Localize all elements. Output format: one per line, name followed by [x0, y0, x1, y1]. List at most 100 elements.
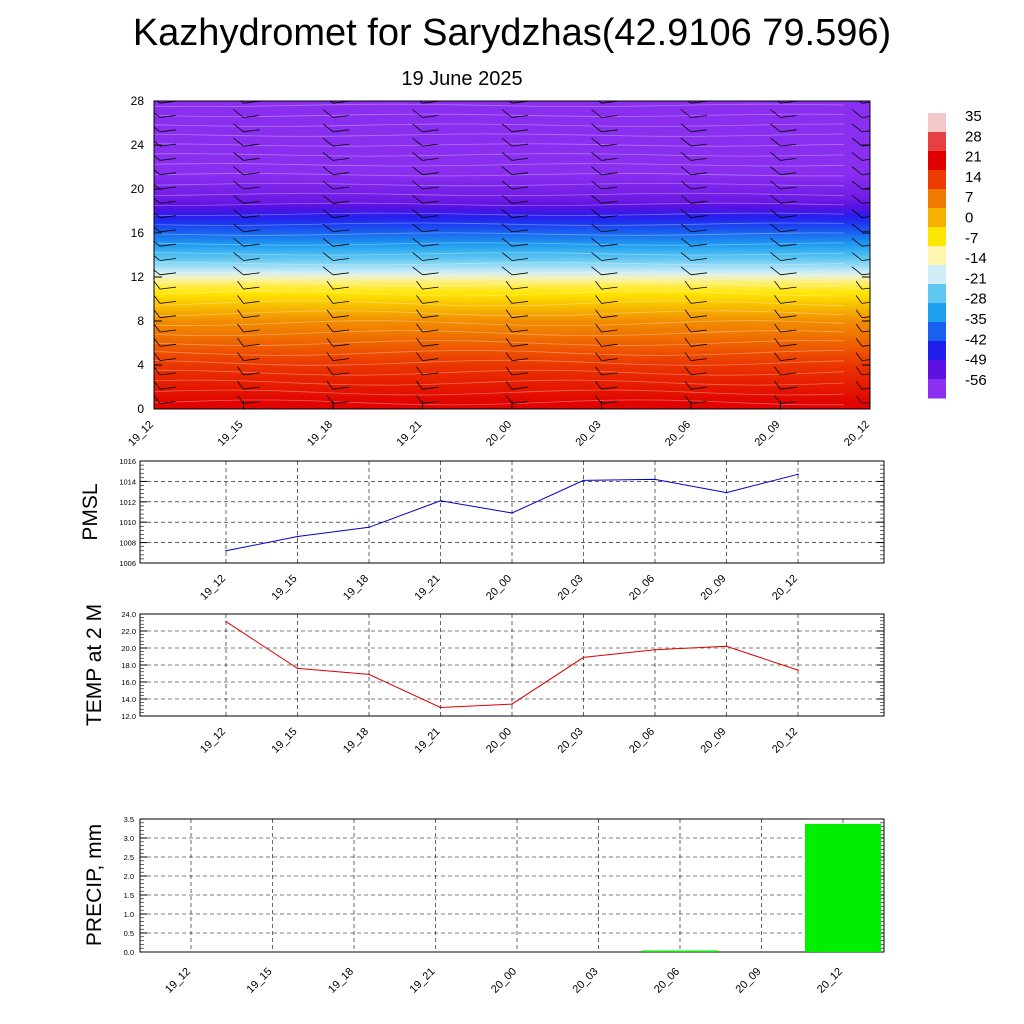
wind-barb-flag — [601, 229, 618, 233]
wind-barb-flag — [332, 272, 350, 276]
cross-section-panel: 0 4 8 12 16 20 24 28 19_12 19_15 19_18 19_21 20_00 20… — [126, 94, 872, 449]
wind-barb-staff — [855, 323, 863, 333]
y-tick-label: 1.5 — [124, 891, 134, 900]
y-tick-label: 8 — [137, 314, 144, 328]
wind-barb-staff — [501, 252, 513, 261]
wind-barb-flag — [243, 358, 260, 361]
data-point — [797, 669, 799, 671]
x-tick-label: 20_09 — [753, 419, 783, 449]
x-tick-label: 19_15 — [216, 419, 246, 449]
contour-line — [154, 359, 845, 366]
contour-line — [154, 133, 845, 137]
wind-barb-staff — [501, 166, 513, 176]
wind-barb-staff — [505, 380, 513, 390]
wind-barb-flag — [243, 129, 260, 133]
wind-barb-flag — [861, 373, 870, 376]
wind-barb-staff — [329, 101, 334, 104]
wind-barb-flag — [780, 258, 797, 261]
wind-barb-flag — [690, 200, 708, 204]
wind-barb-staff — [505, 280, 513, 290]
wind-barb-staff — [154, 280, 161, 290]
wind-barb-staff — [233, 266, 244, 276]
wind-barb-staff — [322, 223, 334, 233]
wind-barb-staff — [680, 194, 692, 204]
wind-barb-flag — [243, 258, 260, 261]
wind-barb-staff — [508, 101, 513, 104]
x-tick-label: 20_12 — [770, 573, 800, 603]
x-tick-label: 19_21 — [413, 726, 443, 756]
wind-barb-staff — [322, 109, 334, 118]
wind-barb-staff — [770, 137, 781, 147]
x-tick-label: 20_00 — [484, 573, 514, 603]
wind-barb-flag — [159, 129, 177, 133]
y-tick-label: 0.0 — [124, 948, 134, 957]
wind-barb-staff — [416, 323, 423, 333]
wind-barb-flag — [159, 329, 177, 333]
heatmap-field — [154, 101, 870, 409]
wind-barb-staff — [770, 180, 781, 190]
wind-barb-staff — [680, 237, 692, 247]
colorbar-swatch — [928, 151, 946, 171]
wind-barb-staff — [416, 380, 423, 390]
wind-barb-flag — [780, 243, 797, 247]
wind-barb-flag — [601, 215, 618, 218]
wind-barb-staff — [233, 180, 244, 190]
page-subtitle: 19 June 2025 — [401, 68, 523, 90]
contour-line — [154, 153, 845, 157]
wind-barb-flag — [332, 158, 350, 161]
wind-barb-flag — [422, 258, 439, 261]
wind-barb-staff — [774, 280, 781, 290]
colorbar-swatch — [928, 341, 946, 361]
wind-barb-flag — [511, 243, 529, 247]
wind-barb-flag — [601, 301, 618, 304]
wind-barb-flag — [422, 186, 439, 190]
wind-barb-staff — [591, 137, 602, 147]
wind-barb-flag — [332, 401, 350, 404]
wind-barb-flag — [332, 186, 350, 190]
wind-barb-flag — [243, 101, 260, 104]
y-tick-label: 1014 — [119, 477, 136, 486]
wind-barb-flag — [861, 116, 870, 118]
wind-barb-flag — [332, 129, 350, 133]
wind-barb-flag — [159, 343, 177, 347]
wind-barb-staff — [680, 266, 692, 276]
wind-barb-flag — [690, 101, 708, 104]
wind-barb-staff — [326, 280, 334, 290]
wind-barb-staff — [419, 101, 423, 104]
wind-barb-flag — [690, 172, 708, 176]
wind-barb-staff — [233, 223, 244, 233]
data-point — [582, 656, 585, 659]
wind-barb-flag — [332, 143, 350, 147]
wind-barb-flag — [332, 101, 350, 104]
wind-barb-flag — [780, 172, 797, 176]
x-tick-label: 19_12 — [198, 726, 228, 756]
wind-barb-staff — [777, 101, 781, 104]
wind-barb-flag — [422, 272, 439, 276]
wind-barb-flag — [780, 386, 797, 390]
wind-barb-staff — [412, 109, 423, 118]
contour-line — [154, 113, 845, 117]
wind-barb-flag — [690, 229, 708, 233]
colorbar: 35 28 21 14 7 0 -7 -14 -21 -28 -35 -42 -49 -56 — [928, 108, 987, 399]
contour-line — [154, 173, 845, 177]
contour-lines — [154, 103, 845, 406]
wind-barb-flag — [601, 143, 618, 147]
y-tick-label: 12 — [131, 270, 145, 284]
y-tick-label: 20 — [131, 182, 145, 196]
wind-barb-staff — [595, 338, 602, 347]
wind-barb-flag — [159, 272, 177, 276]
wind-barb-staff — [595, 323, 602, 333]
contour-line — [154, 320, 845, 327]
wind-barb-staff — [505, 395, 513, 404]
wind-barb-staff — [416, 352, 423, 361]
wind-barb-staff — [322, 123, 334, 133]
wind-barb-staff — [595, 309, 602, 318]
x-tick-label: 19_12 — [126, 419, 156, 449]
wind-barb-staff — [591, 266, 602, 276]
wind-barb-flag — [861, 301, 870, 304]
y-tick-label: 1012 — [119, 498, 136, 507]
y-tick-label: 24 — [131, 138, 145, 152]
data-point — [368, 673, 370, 676]
wind-barb-staff — [858, 101, 863, 104]
wind-barb-flag — [690, 358, 708, 361]
